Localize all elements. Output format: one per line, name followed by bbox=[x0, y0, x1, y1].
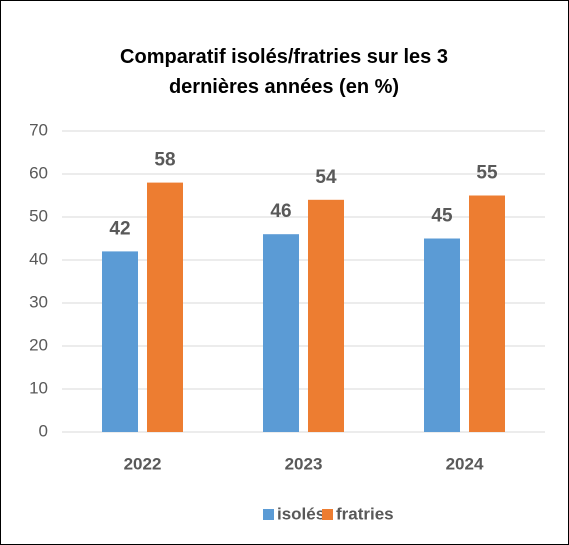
data-label: 46 bbox=[270, 201, 291, 222]
bar bbox=[469, 195, 505, 432]
y-tick-label: 50 bbox=[29, 206, 48, 225]
x-tick-label: 2023 bbox=[285, 454, 323, 473]
legend-label: fratries bbox=[336, 504, 394, 523]
x-tick-label: 2022 bbox=[124, 454, 162, 473]
y-tick-label: 10 bbox=[29, 378, 48, 397]
legend-swatch bbox=[322, 509, 333, 520]
bar bbox=[424, 238, 460, 432]
data-label: 45 bbox=[431, 206, 453, 227]
y-tick-label: 40 bbox=[29, 249, 48, 268]
data-label: 58 bbox=[154, 150, 175, 171]
bar bbox=[147, 182, 183, 432]
data-label: 42 bbox=[109, 218, 130, 239]
legend-label: isolés bbox=[277, 504, 325, 523]
data-label: 54 bbox=[315, 167, 337, 188]
data-label: 55 bbox=[476, 163, 498, 184]
y-tick-label: 20 bbox=[29, 335, 48, 354]
bar bbox=[102, 251, 138, 432]
y-tick-label: 70 bbox=[29, 120, 48, 139]
chart-title: Comparatif isolés/fratries sur les 3 der… bbox=[120, 46, 448, 98]
y-tick-label: 0 bbox=[39, 421, 48, 440]
bar bbox=[308, 199, 344, 432]
legend-swatch bbox=[263, 509, 274, 520]
x-tick-label: 2024 bbox=[446, 454, 484, 473]
y-tick-label: 30 bbox=[29, 292, 48, 311]
y-tick-label: 60 bbox=[29, 163, 48, 182]
bar bbox=[263, 234, 299, 432]
